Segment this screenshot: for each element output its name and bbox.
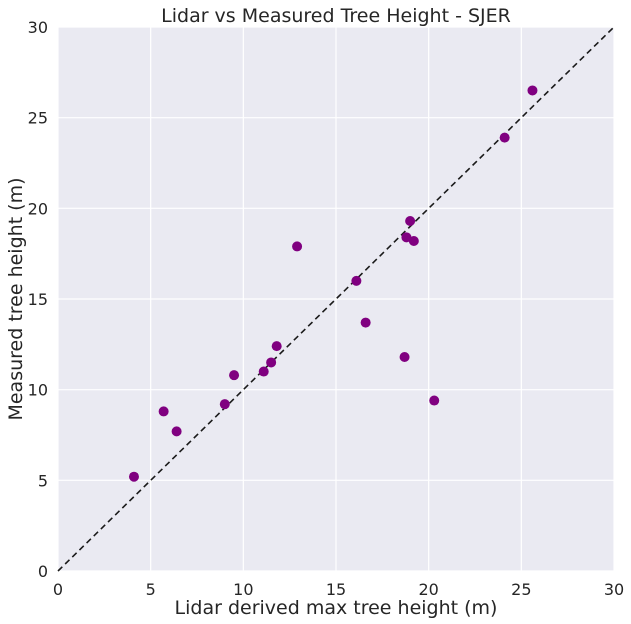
y-tick-labels: 0 5 10 15 20 25 30 [28, 18, 48, 581]
y-tick-label: 5 [38, 471, 48, 490]
x-tick-label: 5 [146, 580, 156, 599]
data-point [401, 232, 412, 243]
data-point [527, 85, 538, 96]
data-point [408, 235, 419, 246]
data-point [292, 241, 303, 252]
x-tick-label: 30 [604, 580, 624, 599]
grid-y [58, 26, 614, 572]
data-point [399, 352, 410, 363]
data-point [266, 357, 277, 368]
data-point [499, 132, 510, 143]
x-tick-label: 20 [418, 580, 438, 599]
data-point [158, 406, 169, 417]
chart-title: Lidar vs Measured Tree Height - SJER [161, 5, 511, 27]
data-point [128, 471, 139, 482]
data-point [360, 317, 371, 328]
y-tick-label: 15 [28, 290, 48, 309]
y-tick-label: 10 [28, 381, 48, 400]
y-tick-label: 25 [28, 109, 48, 128]
data-point [429, 395, 440, 406]
y-axis-label: Measured tree height (m) [5, 177, 27, 420]
data-point [351, 275, 362, 286]
x-tick-label: 15 [326, 580, 346, 599]
x-axis-label: Lidar derived max tree height (m) [175, 597, 498, 619]
data-point [271, 341, 282, 352]
x-tick-label: 0 [53, 580, 63, 599]
y-tick-label: 20 [28, 199, 48, 218]
data-point [405, 216, 416, 227]
data-point [219, 399, 230, 410]
x-tick-label: 10 [233, 580, 253, 599]
data-point [171, 426, 182, 437]
data-point [229, 370, 240, 381]
y-tick-label: 30 [28, 18, 48, 37]
y-tick-label: 0 [38, 562, 48, 581]
data-points [128, 85, 538, 482]
x-tick-label: 25 [511, 580, 531, 599]
x-tick-labels: 0 5 10 15 20 25 30 [53, 580, 624, 599]
data-point [258, 366, 269, 377]
